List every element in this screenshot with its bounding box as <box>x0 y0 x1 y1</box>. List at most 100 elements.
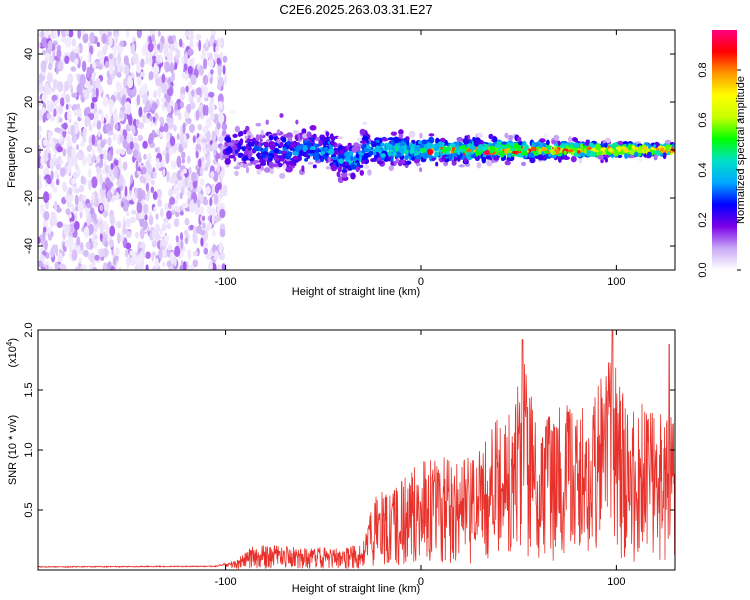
spectrogram-cell <box>191 171 197 182</box>
spectrogram-cell <box>190 74 197 86</box>
spectrogram-cell <box>155 77 161 87</box>
spectrogram-cell <box>86 145 93 152</box>
spectrogram-cell <box>166 104 172 114</box>
spectrogram-cell <box>258 134 263 140</box>
spectrogram-cell <box>102 262 108 270</box>
spectrogram-cell <box>521 161 526 167</box>
spectrogram-cell <box>153 206 157 213</box>
spectrogram-cell <box>120 148 126 156</box>
spectrogram-cell <box>242 147 246 152</box>
spectrogram-cell <box>350 155 354 162</box>
x-tick-label: 100 <box>607 576 625 588</box>
spectrogram-cell <box>87 253 91 260</box>
spectrogram-cell <box>492 136 498 143</box>
spectrogram-cell <box>419 152 423 157</box>
spectrogram-cell <box>359 169 364 176</box>
spectrogram-cell <box>339 148 344 155</box>
spectrogram-cell <box>151 230 155 240</box>
spectrogram-cell <box>38 180 43 191</box>
spectrogram-cell <box>129 185 133 191</box>
spectrogram-cell <box>269 168 275 175</box>
spectrogram-cell <box>48 131 52 142</box>
spectrogram-cell <box>57 252 63 263</box>
spectrogram-cell <box>164 61 171 73</box>
spectrogram-cell <box>296 154 302 162</box>
spectrogram-cell <box>38 42 41 49</box>
spectrogram-cell <box>200 237 204 247</box>
spectrogram-cell <box>217 100 223 110</box>
spectrogram-cell <box>351 146 358 153</box>
spectrogram-cell <box>375 139 380 143</box>
spectrogram-y-ticks: -40 -20 0 20 40 <box>23 48 675 254</box>
spectrogram-cell <box>590 152 595 157</box>
spectrogram-cell <box>419 144 425 149</box>
spectrogram-cell <box>483 149 491 156</box>
spectrogram-cell <box>398 129 404 135</box>
spectrogram-cell <box>187 249 192 261</box>
spectrogram-cell <box>62 122 68 130</box>
spectrogram-cell <box>64 241 71 248</box>
spectrogram-cell <box>504 132 509 139</box>
spectrogram-cell <box>158 41 163 54</box>
spectrogram-cell <box>350 164 357 170</box>
spectrogram-cell <box>145 55 149 65</box>
spectrogram-cell <box>182 157 185 164</box>
spectrogram-cell <box>350 172 356 180</box>
spectrogram-cells <box>38 30 675 270</box>
spectrogram-cell <box>55 178 60 186</box>
spectrogram-cell <box>89 66 94 74</box>
spectrogram-cell <box>167 51 173 63</box>
spectrogram-cell <box>65 103 69 110</box>
spectrogram-cell <box>232 133 238 138</box>
spectrogram-cell <box>51 244 57 254</box>
spectrogram-cell <box>647 151 652 158</box>
spectrogram-cell <box>217 264 222 270</box>
spectrogram-cell <box>151 240 157 248</box>
spectrogram-cell <box>125 210 130 217</box>
spectrogram-panel: -100 0 100 -40 -20 0 20 40 Height of straight … <box>6 29 676 298</box>
spectrogram-cell <box>295 119 299 125</box>
spectrogram-cell <box>185 85 189 93</box>
spectrogram-cell <box>73 125 79 135</box>
spectrogram-cell <box>99 30 104 36</box>
spectrogram-cell <box>184 218 190 226</box>
snr-x-ticks: -100 0 100 <box>215 330 626 588</box>
spectrogram-cell <box>307 161 314 165</box>
spectrogram-cell <box>70 124 75 137</box>
spectrogram-cell <box>224 141 228 147</box>
spectrogram-cell <box>189 224 194 231</box>
spectrogram-cell <box>318 139 323 147</box>
spectrogram-cell <box>672 144 675 149</box>
spectrogram-cell <box>171 71 175 82</box>
spectrogram-cell <box>43 82 50 95</box>
spectrogram-cell <box>186 117 192 125</box>
spectrogram-cell <box>252 159 257 166</box>
spectrogram-cell <box>38 82 44 93</box>
spectrogram-cell <box>438 149 443 153</box>
spectrogram-cell <box>42 229 46 242</box>
spectrogram-cell <box>338 145 344 150</box>
spectrogram-cell <box>211 183 216 195</box>
spectrogram-cell <box>179 192 183 200</box>
spectrogram-cell <box>57 61 64 71</box>
spectrogram-cell <box>76 236 81 248</box>
spectrogram-cell <box>139 227 145 240</box>
spectrogram-cell <box>80 175 85 185</box>
y-tick-label: 0.5 <box>23 502 35 517</box>
spectrogram-cell <box>414 144 422 152</box>
spectrogram-cell <box>62 181 67 192</box>
spectrogram-cell <box>464 135 469 142</box>
spectrogram-cell <box>604 142 608 148</box>
spectrogram-cell <box>325 136 329 141</box>
spectrogram-cell <box>133 142 140 151</box>
spectrogram-cell <box>289 147 293 151</box>
spectrogram-cell <box>82 154 87 167</box>
spectrogram-cell <box>182 261 187 270</box>
spectrogram-cell <box>547 146 551 151</box>
spectrogram-cell <box>91 96 98 103</box>
spectrogram-cell <box>166 131 170 139</box>
spectrogram-cell <box>655 150 662 156</box>
spectrogram-cell <box>143 203 149 215</box>
spectrogram-cell <box>140 58 145 68</box>
spectrogram-cell <box>38 125 43 132</box>
